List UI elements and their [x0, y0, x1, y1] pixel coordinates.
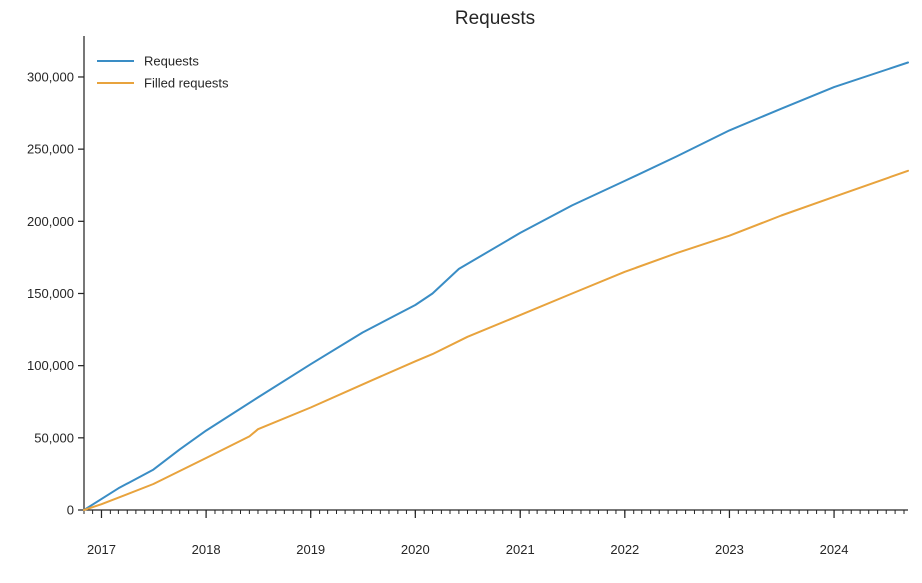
series-line-requests	[83, 61, 909, 511]
x-tick-label: 2019	[296, 542, 325, 557]
legend: Requests Filled requests	[97, 54, 229, 91]
x-tick-label: 2024	[820, 542, 849, 557]
y-tick-label: 0	[67, 503, 74, 518]
x-tick-label: 2022	[610, 542, 639, 557]
x-tick-label: 2018	[192, 542, 221, 557]
y-tick-label: 150,000	[27, 286, 74, 301]
legend-label: Filled requests	[144, 76, 229, 91]
y-tick-label: 300,000	[27, 69, 74, 84]
chart-title: Requests	[455, 8, 535, 29]
series-line-filled-requests	[83, 169, 909, 511]
legend-label: Requests	[144, 54, 199, 69]
x-tick-label: 2021	[506, 542, 535, 557]
series-layer	[83, 61, 909, 511]
y-tick-label: 50,000	[34, 430, 74, 445]
y-tick-label: 100,000	[27, 358, 74, 373]
x-tick-label: 2023	[715, 542, 744, 557]
x-tick-label: 2020	[401, 542, 430, 557]
axes: 0 50,000 100,000 150,000 200,000 250,000 300,0…	[27, 36, 908, 557]
y-tick-label: 250,000	[27, 142, 74, 157]
y-tick-label: 200,000	[27, 214, 74, 229]
x-tick-label: 2017	[87, 542, 116, 557]
